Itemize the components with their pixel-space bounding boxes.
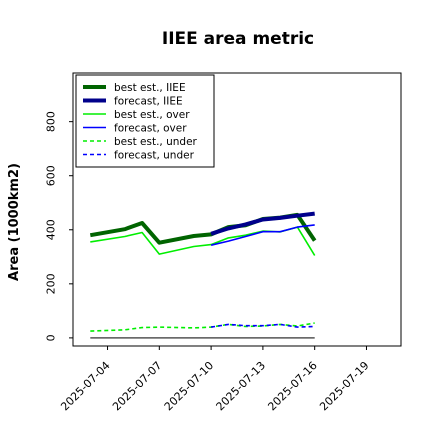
series-line-forecast-over (210, 224, 315, 246)
y-tick-label: 0 (45, 334, 58, 341)
legend-label: best est., over (114, 109, 190, 121)
x-tick-label: 2025-07-16 (265, 359, 319, 413)
x-tick-label: 2025-07-04 (58, 359, 112, 413)
x-tick-label: 2025-07-07 (110, 359, 164, 413)
y-tick-label: 600 (45, 165, 58, 186)
chart-title: IIEE area metric (162, 29, 314, 49)
y-tick-label: 800 (45, 111, 58, 132)
x-tick-label: 2025-07-10 (162, 359, 216, 413)
x-tick-label: 2025-07-13 (214, 359, 268, 413)
y-axis-label: Area (1000km2) (7, 163, 22, 281)
series-line-forecast-under (210, 323, 315, 328)
legend-label: best est., under (114, 136, 198, 148)
legend-label: forecast, under (114, 150, 195, 162)
plot-frame (72, 72, 402, 347)
series-line-forecast-iiee (210, 211, 315, 236)
legend-label: forecast, IIEE (114, 96, 183, 108)
y-tick-label: 200 (45, 273, 58, 294)
series-lines (89, 211, 317, 339)
x-tick-label: 2025-07-19 (317, 359, 371, 413)
y-axis: 0 200 400 600 800 (45, 111, 73, 341)
x-axis: 2025-07-042025-07-072025-07-102025-07-13… (58, 346, 372, 413)
legend-label: forecast, over (114, 123, 187, 135)
y-tick-label: 400 (45, 219, 58, 240)
legend-box (75, 74, 215, 168)
legend-label: best est., IIEE (114, 82, 186, 94)
